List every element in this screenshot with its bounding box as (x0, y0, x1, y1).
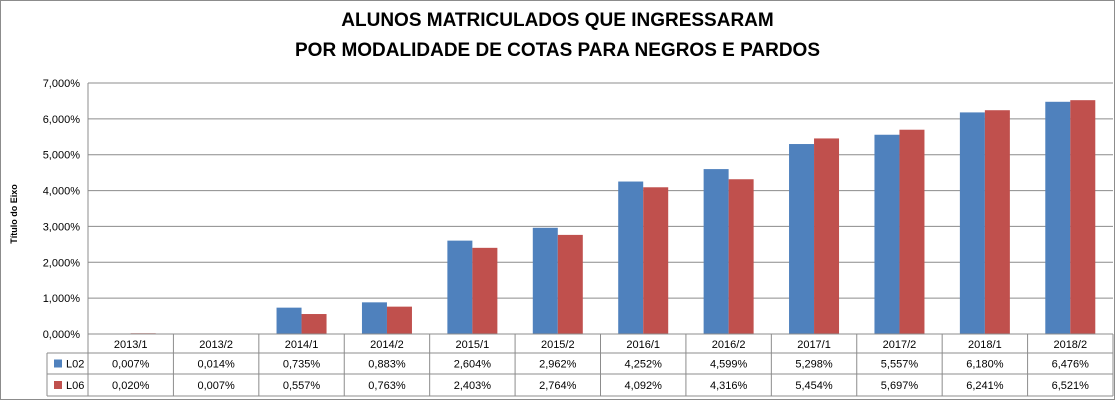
y-tick-label: 7,000% (43, 78, 81, 90)
bar-l06 (301, 314, 327, 334)
legend-key-l06 (54, 381, 62, 389)
x-tick-label: 2016/2 (712, 339, 746, 351)
bar-l02 (361, 302, 387, 334)
data-label: 5,697% (881, 380, 919, 392)
data-label: 5,298% (795, 359, 833, 371)
data-label: 2,764% (539, 380, 577, 392)
data-label: 5,454% (795, 380, 833, 392)
y-tick-label: 5,000% (43, 150, 81, 162)
y-tick-label: 1,000% (43, 293, 81, 305)
x-tick-label: 2018/2 (1053, 339, 1087, 351)
legend-key-l02 (54, 359, 62, 368)
bar-l06 (728, 179, 754, 334)
bar-l02 (276, 307, 302, 334)
data-label: 0,007% (197, 380, 235, 392)
x-tick-label: 2013/1 (114, 339, 148, 351)
data-label: 6,180% (966, 359, 1004, 371)
data-label: 0,883% (368, 359, 406, 371)
data-label: 2,604% (454, 359, 492, 371)
x-tick-label: 2013/2 (199, 339, 233, 351)
bar-l02 (874, 134, 900, 334)
chart-title-line-1: ALUNOS MATRICULADOS QUE INGRESSARAM (341, 10, 774, 31)
x-tick-label: 2017/2 (883, 339, 917, 351)
x-tick-label: 2014/1 (285, 339, 319, 351)
data-label: 0,020% (112, 380, 150, 392)
data-label: 2,403% (454, 380, 492, 392)
data-label: 5,557% (881, 359, 919, 371)
data-label: 0,007% (112, 359, 150, 371)
x-tick-label: 2015/2 (541, 339, 575, 351)
data-label: 4,599% (710, 359, 748, 371)
data-label: 4,316% (710, 380, 748, 392)
y-tick-label: 0,000% (43, 329, 81, 341)
x-tick-label: 2017/1 (797, 339, 831, 351)
data-label: 6,241% (966, 380, 1004, 392)
bar-l02 (959, 112, 985, 334)
x-tick-label: 2015/1 (456, 339, 490, 351)
data-label: 2,962% (539, 359, 577, 371)
bar-l02 (532, 227, 558, 334)
y-tick-label: 4,000% (43, 186, 81, 198)
bar-l06 (1070, 100, 1096, 334)
bar-l02 (789, 144, 815, 334)
data-label: 0,763% (368, 380, 406, 392)
data-label: 6,521% (1052, 380, 1090, 392)
bar-l06 (984, 110, 1010, 334)
chart-title-line-2: POR MODALIDADE DE COTAS PARA NEGROS E PA… (295, 40, 820, 61)
y-tick-label: 2,000% (43, 257, 81, 269)
bar-l02 (703, 169, 729, 334)
bar-l06 (899, 129, 925, 334)
y-tick-label: 6,000% (43, 114, 81, 126)
x-tick-label: 2014/2 (370, 339, 404, 351)
data-label: 0,014% (197, 359, 235, 371)
data-label: 4,252% (625, 359, 663, 371)
bar-l06 (386, 306, 412, 334)
bar-l06 (643, 187, 669, 334)
data-label: 4,092% (625, 380, 663, 392)
legend-label-l02: L02 (66, 359, 84, 371)
bar-l06 (814, 138, 840, 334)
data-label: 6,476% (1052, 359, 1090, 371)
bar-l02 (618, 181, 644, 334)
data-label: 0,557% (283, 380, 321, 392)
bar-l02 (447, 240, 473, 334)
bar-l06 (557, 234, 583, 334)
y-tick-label: 3,000% (43, 221, 81, 233)
legend-label-l06: L06 (66, 380, 84, 392)
bar-l02 (1045, 101, 1071, 334)
x-tick-label: 2018/1 (968, 339, 1002, 351)
x-tick-label: 2016/1 (626, 339, 660, 351)
data-label: 0,735% (283, 359, 321, 371)
bar-l06 (472, 247, 498, 334)
